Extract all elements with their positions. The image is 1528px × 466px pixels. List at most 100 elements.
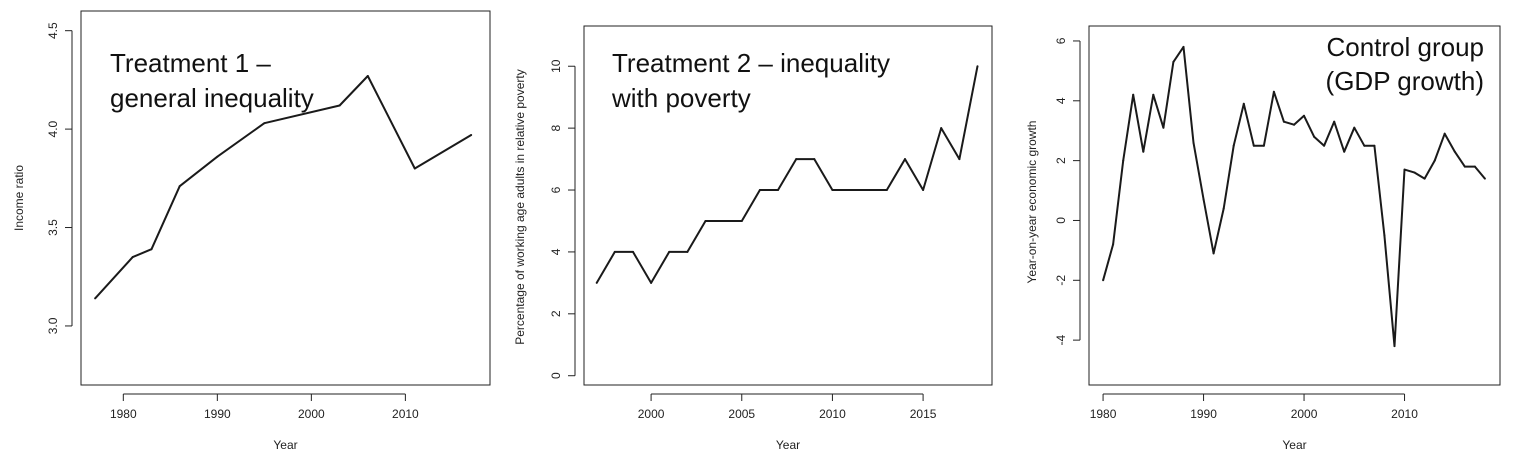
y-tick-label: 4.5 [46, 22, 60, 39]
data-point [686, 250, 689, 253]
data-point [1383, 234, 1386, 237]
data-point [1282, 120, 1285, 123]
data-point [131, 256, 134, 259]
data-point [1182, 45, 1185, 48]
data-point [740, 220, 743, 222]
y-tick-label: 8 [549, 124, 563, 131]
y-tick-label: 0 [1054, 217, 1068, 224]
data-point [1272, 90, 1275, 93]
data-point [795, 158, 798, 161]
data-point [1162, 126, 1165, 129]
y-tick-label: -2 [1054, 275, 1068, 286]
y-tick-label: 0 [549, 372, 563, 379]
data-point [813, 158, 816, 161]
data-point [722, 220, 725, 222]
series-line [94, 75, 472, 300]
data-point [94, 297, 97, 300]
data-point [1323, 144, 1326, 147]
data-point [867, 189, 870, 191]
data-point [831, 189, 834, 191]
x-tick-label: 2000 [1291, 407, 1318, 421]
data-point [1172, 60, 1175, 63]
chart-title-line: Treatment 1 – [110, 48, 271, 78]
y-tick-label: 4 [1054, 97, 1068, 104]
y-tick-label: 6 [549, 186, 563, 193]
data-point [595, 281, 598, 284]
x-tick-label: 2005 [728, 407, 755, 421]
data-point [216, 155, 219, 158]
data-point [1202, 198, 1205, 201]
data-point [1463, 165, 1466, 168]
data-point [849, 189, 852, 191]
data-point [1333, 120, 1336, 123]
data-point [263, 122, 266, 125]
y-tick-label: 4 [549, 248, 563, 255]
x-axis-title: Year [1282, 438, 1306, 452]
x-axis-title: Year [776, 438, 800, 452]
chart-title-line: with poverty [611, 83, 751, 113]
x-tick-label: 1980 [110, 407, 137, 421]
x-tick-label: 1980 [1090, 407, 1117, 421]
data-point [976, 65, 979, 68]
data-point [1212, 252, 1215, 255]
data-point [1393, 345, 1396, 348]
data-point [1112, 243, 1115, 246]
data-point [1242, 102, 1245, 105]
data-point [1122, 159, 1125, 162]
plot-frame [583, 25, 993, 386]
data-point [1473, 165, 1476, 168]
data-point [1222, 207, 1225, 210]
y-axis-title: Year-on-year economic growth [1025, 121, 1039, 284]
data-point [1232, 144, 1235, 147]
x-tick-label: 2010 [819, 407, 846, 421]
data-point [1443, 132, 1446, 135]
data-point [940, 127, 943, 130]
data-point [470, 134, 473, 136]
x-tick-label: 2010 [392, 407, 419, 421]
data-point [1363, 144, 1366, 147]
y-tick-label: 2 [1054, 157, 1068, 164]
data-point [958, 158, 961, 161]
data-point [1293, 123, 1295, 126]
x-tick-label: 2010 [1391, 407, 1418, 421]
data-point [1433, 159, 1436, 162]
x-tick-label: 1990 [204, 407, 231, 421]
plot-frame [80, 10, 491, 386]
data-point [777, 189, 779, 191]
data-point [1413, 171, 1416, 174]
data-point [758, 189, 761, 191]
x-axis-title: Year [273, 438, 297, 452]
y-tick-label: 2 [549, 310, 563, 317]
data-point [885, 189, 888, 191]
plot-frame [1088, 25, 1501, 386]
series-line [595, 66, 979, 284]
data-point [1132, 93, 1135, 96]
data-point [704, 220, 707, 222]
x-tick-label: 1990 [1190, 407, 1217, 421]
data-point [150, 248, 153, 251]
x-tick-label: 2000 [638, 407, 665, 421]
data-point [1453, 150, 1456, 153]
chart-title-line: Control group [1326, 32, 1484, 62]
data-point [1192, 141, 1195, 144]
data-point [1483, 177, 1486, 180]
y-tick-label: 6 [1054, 37, 1068, 44]
data-point [413, 167, 416, 170]
data-point [1252, 144, 1255, 147]
data-point [1102, 279, 1105, 282]
data-point [338, 104, 341, 107]
chart-title-line: Treatment 2 – inequality [612, 48, 890, 78]
chart-panel-1: 1980 1990 2000 2010 3.0 3.5 4.0 4.5 Year Income r… [12, 10, 491, 452]
data-point [650, 281, 653, 284]
chart-title-line: (GDP growth) [1326, 66, 1484, 96]
data-point [1403, 168, 1406, 171]
data-point [904, 158, 906, 161]
x-tick-label: 2000 [298, 407, 325, 421]
data-point [1152, 93, 1155, 96]
y-tick-label: 4.0 [46, 120, 60, 137]
chart-panel-2: 2000 2005 2010 2015 0 2 4 6 8 10 Year Percentage of… [513, 25, 993, 452]
data-point [922, 189, 925, 191]
chart-panel-3: 1980 1990 2000 2010 -4 -2 0 2 4 6 Year Year-on-year… [1025, 25, 1501, 452]
data-point [178, 185, 181, 188]
